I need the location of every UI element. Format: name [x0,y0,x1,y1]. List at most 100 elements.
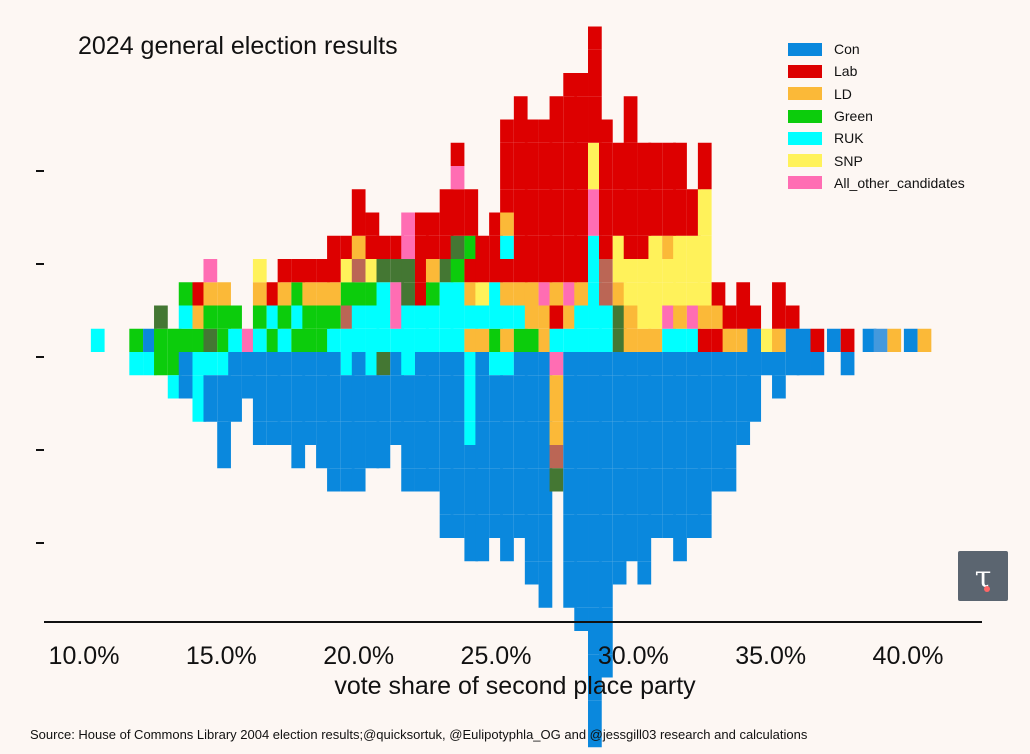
bar-segment-con [302,375,317,399]
bar-segment-mixed_green [390,259,404,283]
bar-segment-con [513,491,528,515]
bar-segment-con [673,421,687,445]
bar-segment-con [302,352,317,376]
bar-segment-con [414,468,429,492]
bar-segment-con [612,468,627,492]
bar-segment-con [524,561,539,585]
bar-segment-lab [549,119,564,143]
bar-segment-lab [351,189,366,213]
bar-segment-lab [623,189,638,213]
bar-segment-ruk [475,305,490,329]
bar-segment-con [450,421,465,445]
bar-segment-con [178,352,193,376]
bar-segment-con [637,561,652,585]
bar-segment-con [524,445,539,469]
bar-segment-con [365,445,380,469]
bar-segment-lab [648,166,663,190]
bar-segment-con [563,491,578,515]
bar-segment-con [500,491,514,515]
bar-segment-green [489,328,503,352]
x-tick-label: 15.0% [186,642,257,670]
bar-segment-lab [464,189,479,213]
bar-segment-con [785,328,800,352]
bar-segment-con [439,421,454,445]
bar-segment-con [588,445,602,469]
bar-segment-lab [588,119,602,143]
bar-segment-all_other_candidates [390,282,404,306]
bar-segment-con [425,468,440,492]
bar-segment-con [711,445,726,469]
bar-segment-lab [662,166,676,190]
bar-segment-con [228,375,242,399]
bar-segment-con [810,352,825,376]
bar-segment-ld [524,282,539,306]
bar-segment-lab [637,189,652,213]
bar-segment-con [612,375,627,399]
x-axis-label: vote share of second place party [0,672,1030,701]
bar-segment-lab [673,189,687,213]
bar-segment-con [327,468,341,492]
bar-segment-ruk [450,282,465,306]
bar-segment-con [648,398,663,422]
bar-segment-ruk [500,305,514,329]
bar-segment-con [722,398,737,422]
bar-segment-lab [623,212,638,236]
bar-segment-ruk [425,305,440,329]
bar-segment-mixed_green [401,259,415,283]
bar-segment-con [464,514,479,538]
bar-segment-con [500,375,514,399]
bar-segment-con [588,375,602,399]
bar-segment-lab [524,119,539,143]
bar-segment-con [425,421,440,445]
bar-segment-con [266,352,281,376]
bar-segment-con [736,375,751,399]
bar-segment-lab [711,328,726,352]
legend-label: Lab [834,63,858,80]
source-note: Source: House of Commons Library 2004 el… [30,727,808,742]
bar-segment-ld [513,282,528,306]
bar-segment-con [826,328,841,352]
bar-segment-ld [563,305,578,329]
bar-segment-con [637,445,652,469]
bar-segment-con [588,561,602,585]
bar-segment-con [538,561,553,585]
bar-segment-lab [563,119,578,143]
bar-segment-lab [574,96,589,120]
bar-segment-lab [588,49,602,73]
bar-segment-lab [351,212,366,236]
bar-segment-lab [648,189,663,213]
bar-segment-con [747,398,762,422]
bar-segment-green [464,235,479,259]
bar-segment-con [489,491,503,515]
bar-segment-con [711,468,726,492]
bar-segment-con [500,468,514,492]
bar-segment-lab [549,235,564,259]
bar-segment-green [203,305,218,329]
bar-segment-con [538,375,553,399]
bar-segment-con [475,375,490,399]
tau-dot [984,586,990,592]
bar-segment-con [747,352,762,376]
bar-segment-all_other_candidates [588,212,602,236]
tau-logo-icon: τ [975,560,992,595]
bar-segment-lab [192,282,207,306]
bar-segment-green [340,282,355,306]
bar-segment-mixed_green [612,328,627,352]
bar-segment-lab [538,212,553,236]
bar-segment-green [154,328,168,352]
bar-segment-con [302,421,317,445]
bar-segment-lab [538,166,553,190]
bar-segment-green [217,328,231,352]
bar-segment-snp [365,259,380,283]
bar-segment-con [475,491,490,515]
bar-segment-green [277,305,292,329]
bar-segment-lab [599,235,613,259]
bar-segment-con [351,398,366,422]
legend-swatch-ruk [788,131,822,145]
bar-segment-lab [538,142,553,166]
bar-segment-all_other_candidates [450,166,465,190]
bar-segment-ld [648,328,663,352]
bar-segment-con [722,375,737,399]
bar-segment-lab [513,235,528,259]
bar-segment-lab [513,166,528,190]
